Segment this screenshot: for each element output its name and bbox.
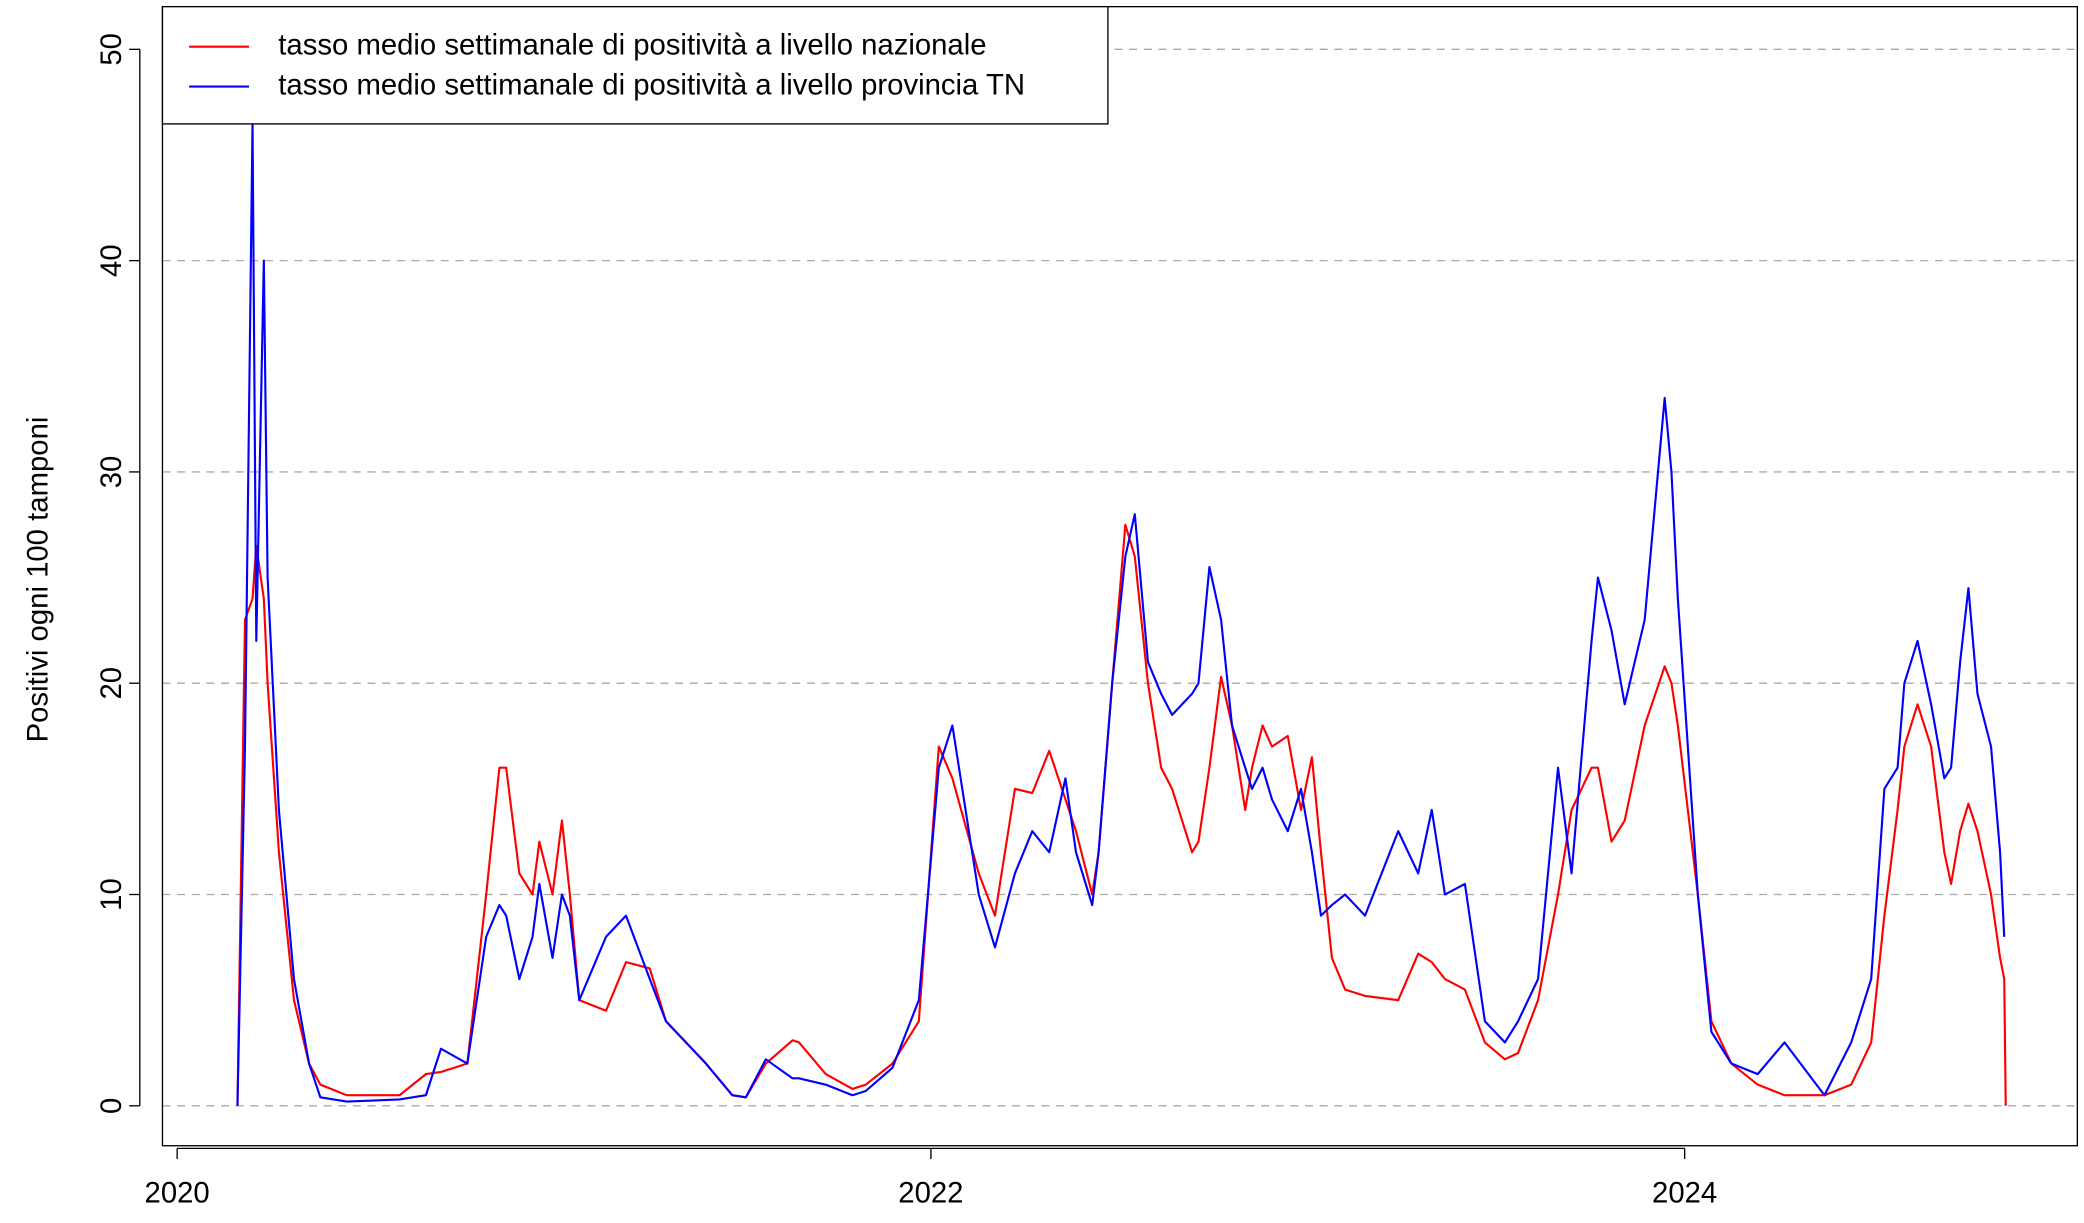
data-line [236, 122, 2006, 1106]
x-tick-label: 2020 [145, 1177, 210, 1210]
x-tick-label: 2022 [898, 1177, 963, 1210]
x-tick-label: 2024 [1652, 1177, 1717, 1210]
legend-box [161, 5, 1109, 125]
legend-label: tasso medio settimanale di positività a … [278, 28, 986, 61]
y-tick-label: 10 [95, 878, 128, 911]
y-tick-label: 50 [95, 33, 128, 66]
y-tick-label: 40 [95, 244, 128, 277]
y-tick-label: 0 [95, 1098, 128, 1114]
y-tick-label: 20 [95, 667, 128, 700]
plot-frame [161, 5, 2079, 1147]
y-tick-label: 30 [95, 456, 128, 489]
legend-label: tasso medio settimanale di positività a … [278, 68, 1025, 101]
y-axis-label: Positivi ogni 100 tamponi [22, 417, 55, 743]
data-line [236, 523, 2007, 1106]
